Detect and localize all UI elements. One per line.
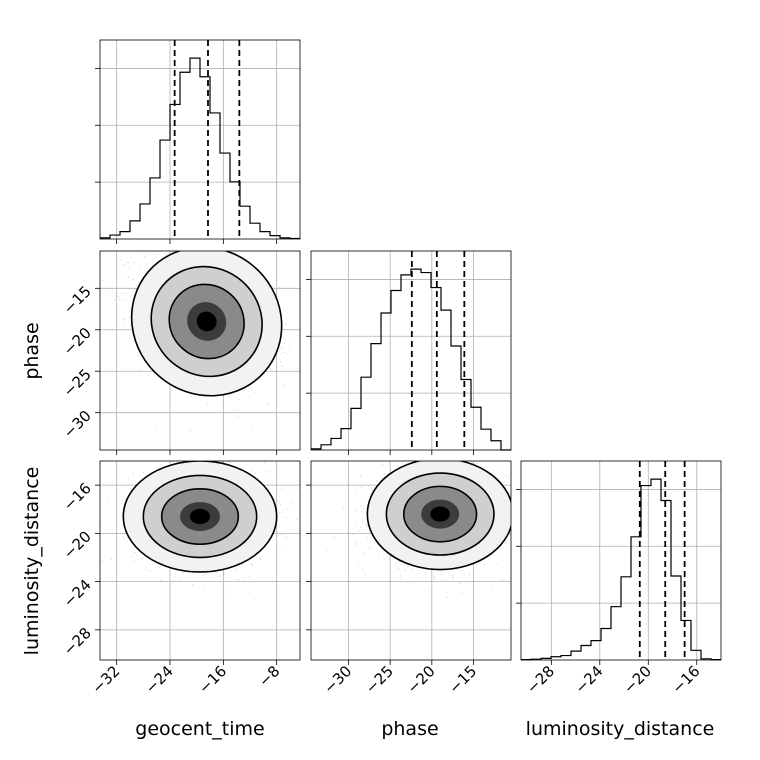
contour-level-2-4 — [430, 506, 450, 522]
2d-panel-geocent-time-vs-phase — [95, 251, 300, 455]
contour-level-0-4 — [196, 311, 217, 332]
density-2 — [325, 461, 511, 601]
hist-frame-phase — [310, 250, 512, 451]
hist-panel-phase — [306, 251, 511, 455]
2d-frame-0 — [99, 250, 301, 451]
contour-level-1-4 — [189, 508, 211, 525]
density-0 — [100, 251, 300, 431]
2d-panel-phase-vs-luminosity-distance — [306, 461, 511, 665]
2d-frame-1 — [99, 460, 301, 661]
ylabel-phase: phase — [21, 322, 43, 379]
xlabel-geocent-time: geocent_time — [135, 718, 264, 740]
2d-frame-2 — [310, 460, 512, 661]
xlabel-phase: phase — [381, 718, 438, 740]
hist-frame-luminosity-distance — [520, 460, 722, 661]
density-1 — [100, 461, 297, 601]
hist-step-luminosity-distance — [521, 478, 721, 661]
hist-frame-geocent-time — [99, 39, 301, 240]
2d-panel-geocent-time-vs-luminosity-distance — [95, 461, 300, 665]
ylabel-luminosity-distance: luminosity_distance — [21, 467, 43, 656]
hist-panel-geocent-time — [95, 40, 300, 244]
hist-panel-luminosity-distance — [516, 461, 721, 665]
hist-step-geocent-time — [100, 57, 300, 240]
xlabel-luminosity-distance: luminosity_distance — [526, 718, 715, 740]
